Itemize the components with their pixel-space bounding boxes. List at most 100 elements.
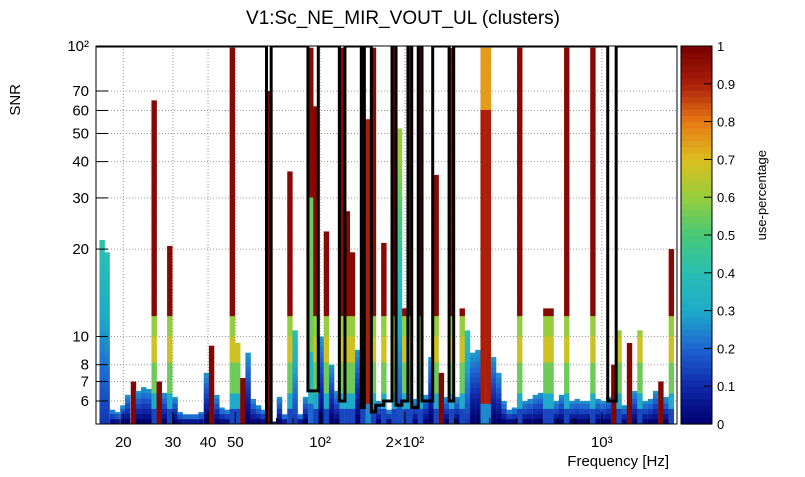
- heatmap-cell: [339, 202, 345, 208]
- heatmap-cell: [287, 315, 293, 322]
- heatmap-cell: [381, 264, 387, 270]
- heatmap-cell: [637, 362, 643, 368]
- heatmap-cell: [464, 367, 471, 373]
- heatmap-cell: [407, 94, 413, 100]
- heatmap-cell: [517, 63, 523, 69]
- heatmap-cell: [349, 252, 356, 255]
- heatmap-cell: [475, 349, 481, 353]
- heatmap-cell: [235, 393, 241, 399]
- heatmap-cell: [104, 315, 110, 322]
- heatmap-cell: [308, 393, 314, 399]
- heatmap-cell: [151, 403, 157, 409]
- heatmap-cell: [517, 331, 523, 337]
- heatmap-cell: [543, 362, 549, 368]
- heatmap-cell: [569, 403, 575, 409]
- heatmap-cell: [480, 243, 486, 250]
- heatmap-cell: [240, 398, 246, 404]
- heatmap-cell: [668, 408, 675, 415]
- heatmap-cell: [292, 351, 298, 358]
- heatmap-cell: [590, 351, 596, 358]
- heatmap-cell: [433, 174, 439, 177]
- heatmap-cell: [344, 362, 351, 368]
- heatmap-cell: [151, 197, 157, 203]
- heatmap-cell: [339, 114, 345, 121]
- heatmap-cell: [417, 274, 424, 281]
- heatmap-cell: [120, 408, 126, 415]
- heatmap-cell: [302, 403, 309, 409]
- heatmap-cell: [151, 176, 157, 183]
- heatmap-cell: [339, 346, 345, 353]
- heatmap-cell: [564, 315, 570, 322]
- heatmap-cell: [308, 346, 314, 353]
- heatmap-cell: [391, 387, 398, 394]
- heatmap-cell: [417, 284, 424, 291]
- heatmap-cell: [245, 403, 251, 409]
- heatmap-cell: [658, 408, 664, 415]
- heatmap-cell: [308, 83, 314, 90]
- heatmap-cell: [485, 166, 492, 172]
- heatmap-cell: [449, 372, 455, 378]
- heatmap-cell: [480, 403, 486, 409]
- heatmap-cell: [292, 403, 298, 409]
- heatmap-cell: [104, 403, 110, 409]
- heatmap-cell: [496, 398, 502, 404]
- heatmap-cell: [365, 341, 371, 348]
- heatmap-cell: [308, 259, 314, 265]
- heatmap-cell: [443, 413, 450, 420]
- heatmap-cell: [548, 382, 554, 389]
- heatmap-cell: [229, 367, 236, 373]
- heatmap-cell: [308, 109, 314, 116]
- heatmap-cell: [517, 197, 523, 203]
- heatmap-cell: [485, 99, 492, 105]
- heatmap-cell: [407, 114, 413, 121]
- heatmap-cell: [229, 362, 236, 368]
- heatmap-cell: [229, 356, 236, 363]
- heatmap-cell: [229, 326, 236, 332]
- heatmap-cell: [339, 336, 345, 342]
- heatmap-cell: [396, 362, 403, 368]
- heatmap-cell: [485, 114, 492, 121]
- heatmap-cell: [449, 135, 455, 141]
- heatmap-cell: [590, 238, 596, 244]
- heatmap-cell: [626, 382, 633, 389]
- heatmap-cell: [590, 176, 596, 183]
- heatmap-cell: [496, 413, 502, 420]
- heatmap-cell: [611, 418, 617, 424]
- heatmap-cell: [323, 238, 330, 244]
- heatmap-cell: [266, 336, 272, 342]
- heatmap-cell: [161, 413, 168, 420]
- heatmap-cell: [151, 253, 157, 260]
- heatmap-cell: [668, 274, 675, 281]
- heatmap-cell: [349, 269, 356, 275]
- heatmap-cell: [485, 212, 492, 219]
- heatmap-cell: [167, 418, 173, 424]
- heatmap-cell: [370, 228, 377, 234]
- heatmap-cell: [287, 186, 293, 193]
- heatmap-cell: [490, 398, 497, 404]
- heatmap-cell: [266, 398, 272, 404]
- heatmap-cell: [564, 408, 570, 415]
- heatmap-cell: [637, 408, 643, 415]
- heatmap-cell: [229, 403, 236, 409]
- heatmap-cell: [428, 357, 434, 363]
- heatmap-cell: [642, 400, 648, 404]
- colorbar-segment: [681, 153, 712, 160]
- heatmap-cell: [616, 330, 622, 332]
- heatmap-cell: [428, 372, 434, 378]
- heatmap-cell: [407, 192, 413, 198]
- heatmap-cell: [266, 155, 272, 162]
- heatmap-cell: [564, 217, 570, 224]
- heatmap-cell: [308, 315, 314, 322]
- heatmap-cell: [365, 393, 371, 399]
- heatmap-cell: [287, 243, 293, 250]
- heatmap-cell: [344, 289, 351, 296]
- heatmap-cell: [407, 171, 413, 177]
- heatmap-cell: [470, 382, 476, 389]
- heatmap-cell: [668, 300, 675, 306]
- heatmap-cell: [323, 259, 330, 265]
- heatmap-cell: [208, 377, 215, 384]
- heatmap-cell: [569, 413, 575, 420]
- heatmap-cell: [302, 413, 309, 420]
- heatmap-cell: [391, 341, 398, 348]
- heatmap-cell: [104, 326, 110, 332]
